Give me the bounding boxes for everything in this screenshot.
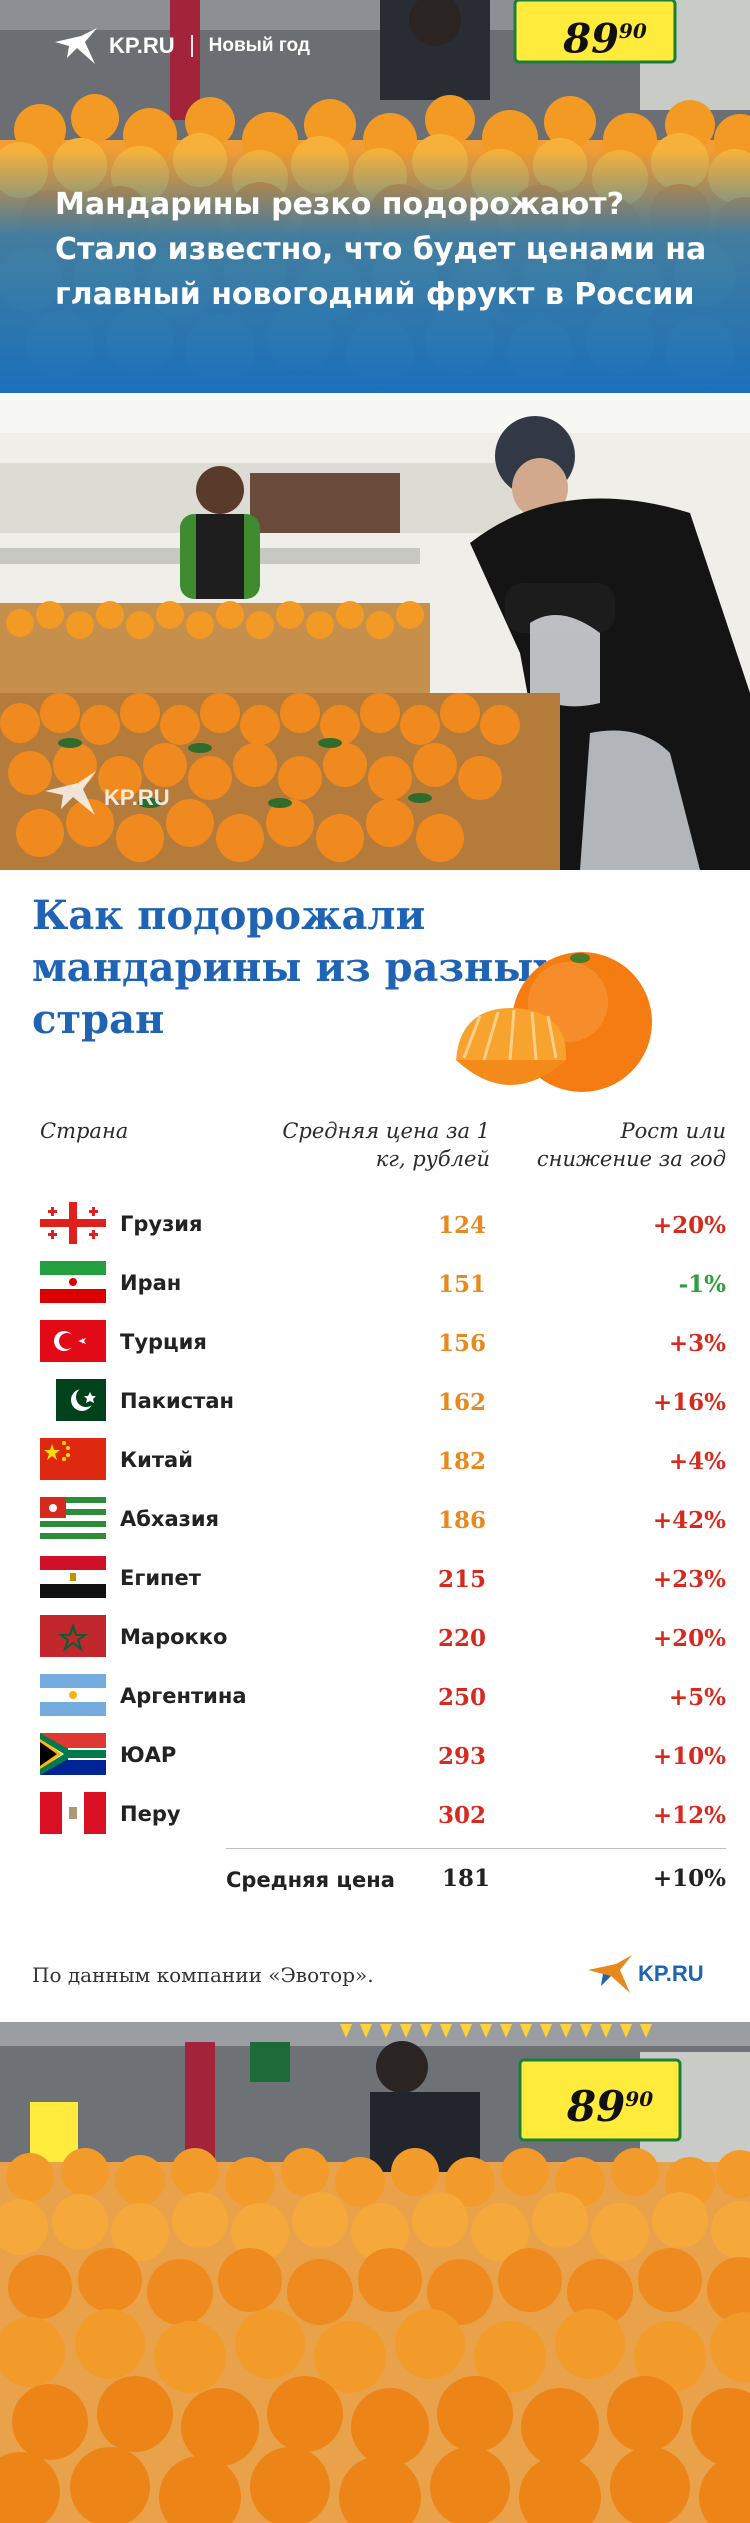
change-value: +5%	[668, 1684, 726, 1711]
change-value: +20%	[652, 1625, 726, 1652]
average-change: +10%	[652, 1865, 726, 1892]
price-value: 220	[437, 1625, 486, 1652]
price-value: 156	[437, 1330, 486, 1357]
infographic-title: Как подорожали мандарины из разных стран	[32, 892, 558, 1043]
change-value: +23%	[652, 1566, 726, 1593]
price-value: 182	[437, 1448, 486, 1475]
country-name: Аргентина	[120, 1684, 247, 1708]
change-value: +16%	[652, 1389, 726, 1416]
pakistan-flag-icon	[40, 1379, 106, 1421]
peru-flag-icon	[40, 1792, 106, 1834]
morocco-flag-icon	[40, 1615, 106, 1657]
article-photo-bottom: 8990	[0, 2022, 750, 2523]
price-value: 293	[437, 1743, 486, 1770]
change-value: +42%	[652, 1507, 726, 1534]
change-value: +10%	[652, 1743, 726, 1770]
table-row: Абхазия 186 +42%	[40, 1497, 726, 1543]
georgia-flag-icon	[40, 1202, 106, 1244]
price-tag: 8990	[566, 2082, 654, 2131]
change-value: +4%	[668, 1448, 726, 1475]
country-name: ЮАР	[120, 1743, 177, 1767]
country-name: Египет	[120, 1566, 201, 1590]
china-flag-icon	[40, 1438, 106, 1480]
country-name: Абхазия	[120, 1507, 220, 1531]
south-africa-flag-icon	[40, 1733, 106, 1775]
country-name: Марокко	[120, 1625, 228, 1649]
price-value: 302	[437, 1802, 486, 1829]
article-photo: KP.RU	[0, 393, 750, 870]
country-name: Грузия	[120, 1212, 203, 1236]
country-name: Турция	[120, 1330, 207, 1354]
table-row: Аргентина 250 +5%	[40, 1674, 726, 1720]
change-value: +3%	[668, 1330, 726, 1357]
price-value: 151	[437, 1271, 486, 1298]
table-row: Египет 215 +23%	[40, 1556, 726, 1602]
data-source-note: По данным компании «Эвотор».	[32, 1963, 374, 1987]
price-value: 250	[437, 1684, 486, 1711]
abkhazia-flag-icon	[40, 1497, 106, 1539]
change-value: -1%	[678, 1271, 726, 1298]
kp-logo-icon	[588, 1955, 632, 1993]
country-name: Перу	[120, 1802, 181, 1826]
header-separator	[190, 35, 193, 57]
footer-logo[interactable]: KP.RU	[588, 1955, 704, 1993]
price-value: 186	[437, 1507, 486, 1534]
change-value: +20%	[652, 1212, 726, 1239]
table-row: Грузия 124 +20%	[40, 1202, 726, 1248]
column-header-change: Рост или снижение за год	[536, 1119, 726, 1171]
price-value: 124	[437, 1212, 486, 1239]
tangerine-icon	[456, 952, 652, 1092]
average-label: Средняя цена	[226, 1868, 395, 1892]
table-row: Иран 151 -1%	[40, 1261, 726, 1307]
average-price: 181	[441, 1865, 490, 1892]
price-value: 215	[437, 1566, 486, 1593]
hero-banner: 8990 KP.RU Новый год Мандарины резко под…	[0, 0, 750, 393]
table-row: Пакистан 162 +16%	[40, 1379, 726, 1425]
section-link[interactable]: Новый год	[208, 35, 310, 56]
egypt-flag-icon	[40, 1556, 106, 1598]
table-row: Перу 302 +12%	[40, 1792, 726, 1838]
iran-flag-icon	[40, 1261, 106, 1303]
change-value: +12%	[652, 1802, 726, 1829]
brand-logo-text[interactable]: KP.RU	[109, 33, 175, 58]
turkey-flag-icon	[40, 1320, 106, 1362]
price-tag: 8990	[563, 15, 647, 63]
footer-brand-text: KP.RU	[638, 1961, 704, 1986]
photo-watermark: KP.RU	[104, 785, 170, 810]
column-header-country: Страна	[40, 1119, 129, 1143]
price-value: 162	[437, 1389, 486, 1416]
country-name: Китай	[120, 1448, 193, 1472]
table-row: Марокко 220 +20%	[40, 1615, 726, 1661]
header-bar: KP.RU Новый год	[55, 28, 310, 64]
country-name: Пакистан	[120, 1389, 235, 1413]
table-row: ЮАР 293 +10%	[40, 1733, 726, 1779]
argentina-flag-icon	[40, 1674, 106, 1716]
article-title: Мандарины резко подорожают? Стало извест…	[55, 187, 707, 312]
country-name: Иран	[120, 1271, 182, 1295]
table-divider	[226, 1848, 726, 1849]
table-row: Китай 182 +4%	[40, 1438, 726, 1484]
table-row: Турция 156 +3%	[40, 1320, 726, 1366]
kp-logo-icon[interactable]	[55, 28, 97, 64]
column-header-price: Средняя цена за 1 кг, рублей	[282, 1119, 490, 1171]
